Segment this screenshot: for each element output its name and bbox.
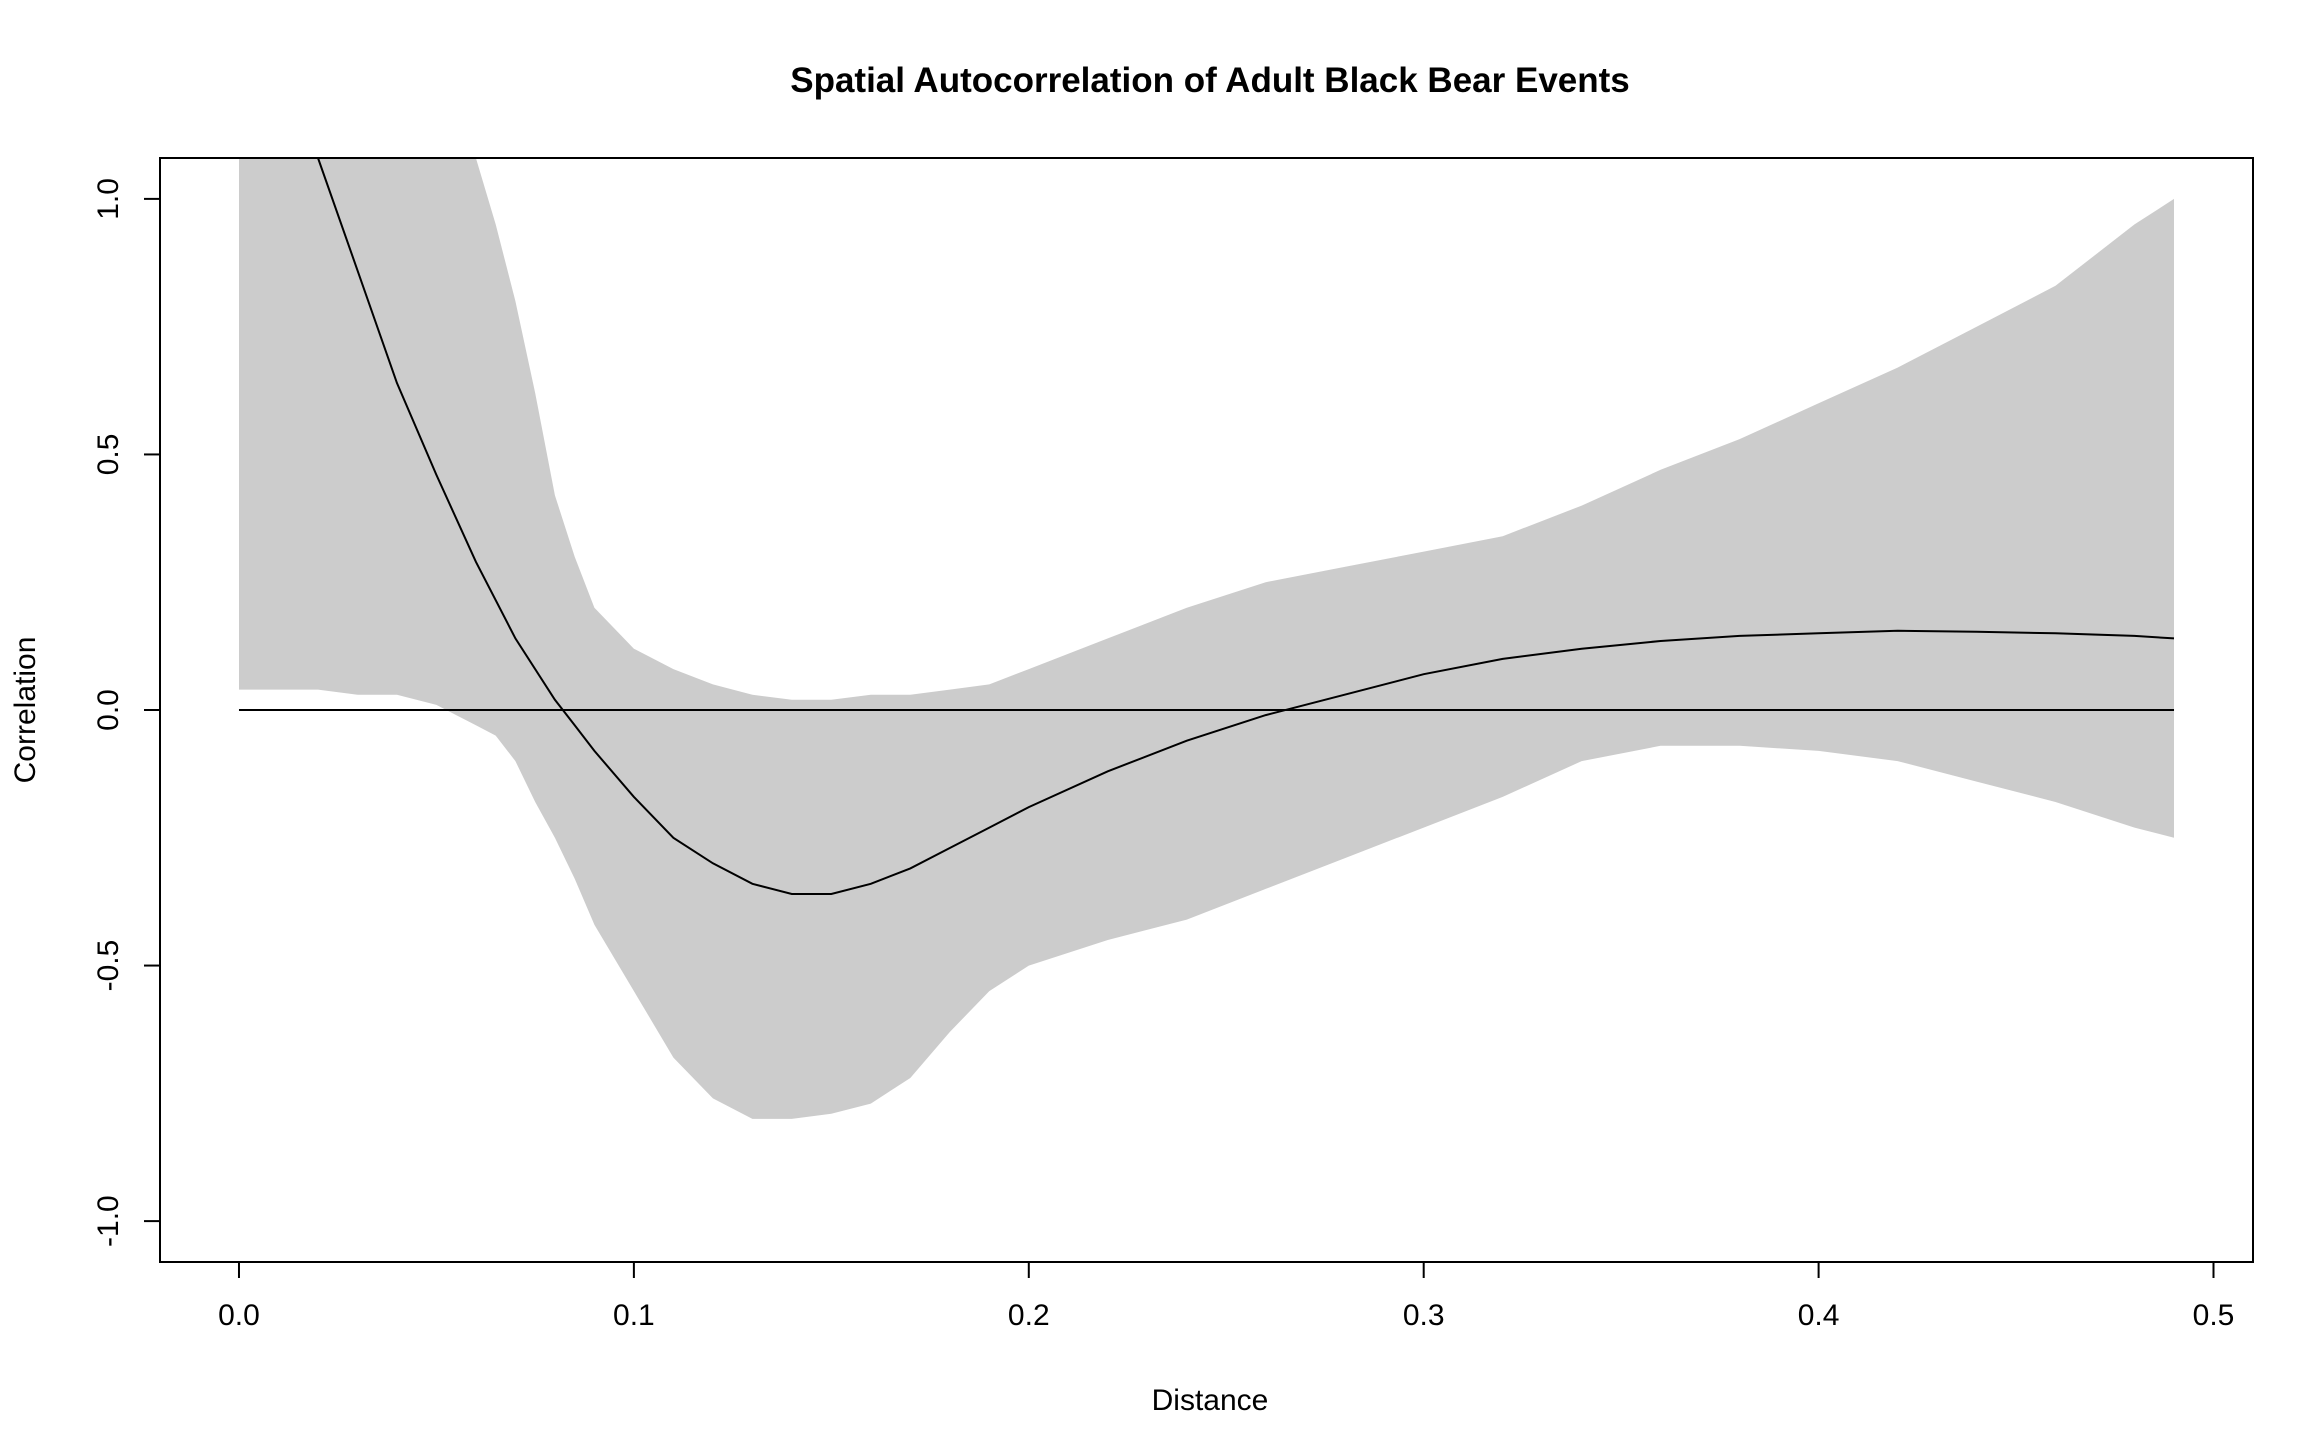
y-tick-label: 1.0 <box>92 178 125 220</box>
x-axis: 0.0 0.1 0.2 0.3 0.4 0.5 <box>218 1261 2235 1332</box>
x-tick-label: 0.5 <box>2193 1299 2235 1332</box>
x-tick-label: 0.1 <box>613 1299 655 1332</box>
x-tick-label: 0.3 <box>1403 1299 1445 1332</box>
correlation-line <box>317 157 2175 895</box>
x-axis-title: Distance <box>1152 1384 1269 1417</box>
y-tick-label: 0.0 <box>92 689 125 731</box>
x-tick-label: 0.4 <box>1798 1299 1840 1332</box>
y-axis-title: Correlation <box>9 637 42 784</box>
y-tick-label: 0.5 <box>92 434 125 476</box>
y-tick-label: -1.0 <box>92 1195 125 1247</box>
x-tick-label: 0.2 <box>1008 1299 1050 1332</box>
x-tick-label: 0.0 <box>218 1299 260 1332</box>
correlation-line-layer <box>317 157 2175 895</box>
y-axis: -1.0 -0.5 0.0 0.5 1.0 <box>92 178 161 1247</box>
confidence-band-layer <box>239 158 2174 1119</box>
y-tick-label: -0.5 <box>92 940 125 992</box>
chart-title: Spatial Autocorrelation of Adult Black B… <box>790 61 1630 100</box>
confidence-band <box>239 158 2174 1119</box>
